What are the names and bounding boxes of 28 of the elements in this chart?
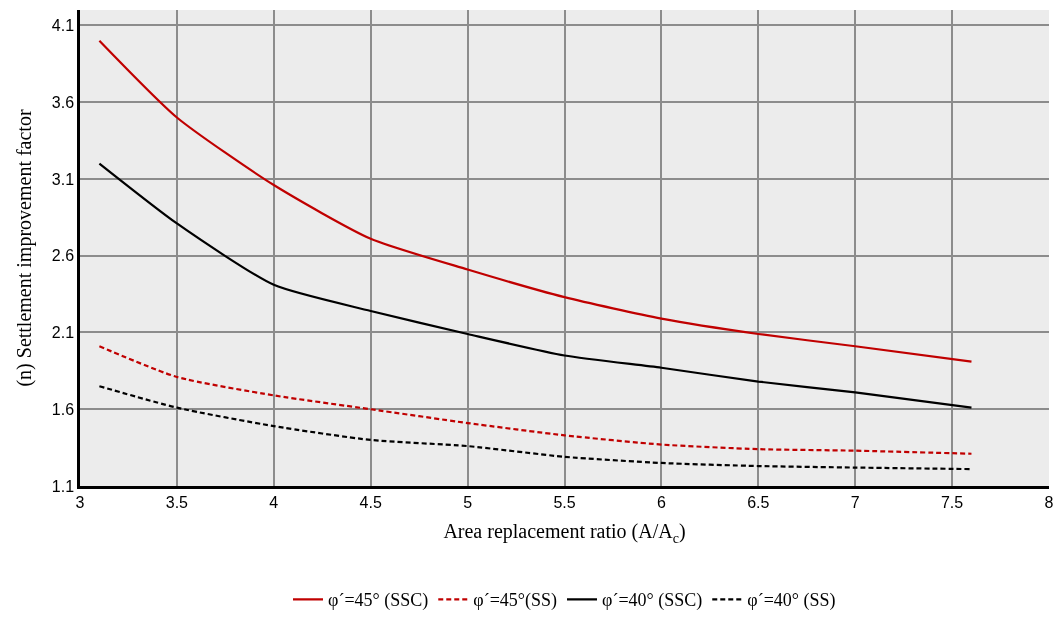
y-tick-label: 2.1 (51, 324, 75, 342)
y-tick-label: 2.6 (51, 247, 75, 265)
line-series (98, 385, 973, 471)
y-axis-title: (n) Settlement improvement factor (13, 109, 37, 387)
legend-label: φ´=45°(SS) (473, 590, 557, 612)
legend-label: φ´=40° (SS) (747, 590, 836, 612)
x-tick-label: 3 (75, 493, 85, 511)
x-tick-label: 6 (656, 493, 666, 511)
legend-label: φ´=45° (SSC) (328, 590, 429, 612)
x-tick-label: 6.5 (747, 493, 770, 511)
y-tick-label: 1.6 (51, 400, 75, 418)
legend-label: φ´=40° (SSC) (602, 590, 703, 612)
x-tick-label: 3.5 (165, 493, 189, 511)
x-tick-label: 5 (463, 493, 473, 511)
x-tick-label: 4.5 (359, 493, 382, 511)
y-tick-label: 3.1 (51, 170, 75, 188)
y-tick-label: 3.6 (51, 93, 75, 111)
x-axis-title: Area replacement ratio (A/A$_{c}$) (443, 520, 686, 546)
x-tick-label: 5.5 (553, 493, 576, 511)
x-tick-label: 7 (850, 493, 860, 511)
x-tick-label: 8 (1044, 493, 1054, 511)
x-tick-label: 7.5 (940, 493, 964, 511)
y-tick-label: 1.1 (51, 477, 75, 495)
line-series (98, 39, 973, 363)
y-tick-label: 4.1 (51, 16, 75, 34)
x-tick-label: 4 (269, 493, 279, 511)
line-series (98, 345, 973, 455)
line-series (98, 162, 973, 409)
